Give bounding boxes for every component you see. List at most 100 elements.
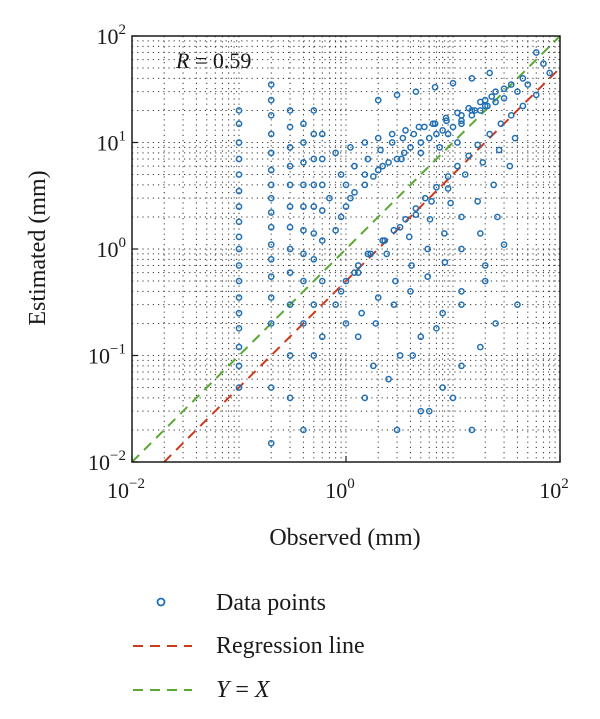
data-point <box>286 107 294 114</box>
data-point <box>267 111 275 119</box>
data-points-layer <box>235 49 553 447</box>
data-point <box>458 213 465 221</box>
data-point <box>524 81 532 88</box>
data-point <box>310 352 318 359</box>
data-point <box>235 139 243 146</box>
data-point <box>412 205 420 212</box>
data-point <box>468 107 476 114</box>
data-point <box>367 250 375 258</box>
data-point <box>449 79 457 87</box>
data-point <box>486 130 493 138</box>
data-point <box>399 134 407 142</box>
y-tick-exponent: 1 <box>119 129 127 145</box>
data-point <box>476 107 484 114</box>
data-point <box>286 144 294 151</box>
data-point <box>342 181 350 189</box>
data-point <box>500 94 508 102</box>
data-point <box>379 162 386 170</box>
data-point <box>300 159 307 166</box>
data-point <box>286 223 294 231</box>
data-point <box>433 183 440 191</box>
data-point <box>429 120 437 128</box>
data-point <box>286 181 294 189</box>
data-point <box>267 149 275 157</box>
data-point <box>267 294 275 301</box>
data-point <box>267 209 275 216</box>
x-tick-exponent: 0 <box>347 476 355 492</box>
data-point <box>426 215 434 223</box>
legend-label-regression-line: Regression line <box>216 633 365 659</box>
data-point <box>235 203 243 210</box>
data-point <box>449 123 457 131</box>
data-point <box>388 130 396 138</box>
data-point <box>300 139 307 146</box>
data-point <box>393 91 401 99</box>
data-point <box>396 223 404 231</box>
data-point <box>408 262 415 269</box>
data-point <box>347 194 354 202</box>
correlation-annotation: R = 0.59 <box>175 48 251 73</box>
data-point <box>310 181 318 189</box>
data-point <box>540 60 547 68</box>
data-point <box>407 288 414 295</box>
data-point <box>441 258 449 266</box>
legend-label-y-equals-x: Y = X <box>216 677 271 703</box>
data-point <box>286 352 294 359</box>
data-point <box>374 134 382 142</box>
data-point <box>519 102 527 110</box>
y-tick-exponent: −2 <box>110 448 126 464</box>
data-point <box>347 144 354 151</box>
data-point <box>286 245 294 253</box>
x-tick-label: 100 <box>325 476 355 503</box>
legend-label-equals: = <box>229 677 255 703</box>
data-point <box>361 139 369 146</box>
data-point <box>235 277 243 285</box>
data-point <box>428 198 435 205</box>
data-point <box>267 81 275 88</box>
x-tick-base: 10 <box>539 478 561 503</box>
data-point <box>488 93 496 100</box>
data-point <box>507 81 515 88</box>
data-point <box>361 171 369 178</box>
data-point <box>235 294 243 301</box>
data-point <box>417 139 425 146</box>
data-point <box>332 226 339 234</box>
data-point <box>310 107 318 114</box>
data-point <box>468 426 476 434</box>
data-point <box>337 213 345 221</box>
y-axis-title: Estimated (mm) <box>25 170 51 325</box>
data-point <box>514 301 521 309</box>
data-point <box>300 203 307 210</box>
correlation-value: = 0.59 <box>189 48 251 73</box>
data-point <box>393 155 401 163</box>
data-point <box>300 426 307 434</box>
data-point <box>417 333 425 341</box>
legend-marker-data-points <box>156 597 166 607</box>
data-point <box>474 198 482 205</box>
data-point <box>402 215 409 223</box>
data-point <box>497 120 505 128</box>
data-point <box>476 343 484 351</box>
data-point <box>235 262 243 269</box>
data-point <box>449 394 457 402</box>
data-point <box>332 301 339 309</box>
data-point <box>267 96 275 104</box>
legend-label-y-var: Y <box>216 677 232 703</box>
data-point <box>390 226 398 234</box>
data-point <box>481 262 489 269</box>
legend-label-x-var: X <box>254 677 271 703</box>
y-tick-base: 10 <box>88 344 110 369</box>
y-tick-label: 10−2 <box>88 448 126 475</box>
data-point <box>415 123 423 131</box>
data-point <box>442 114 450 122</box>
data-point <box>507 111 515 119</box>
data-point <box>300 320 307 327</box>
data-point <box>235 171 243 178</box>
data-point <box>235 187 243 195</box>
data-point <box>417 407 425 415</box>
data-point <box>385 375 392 383</box>
data-point <box>318 277 326 285</box>
data-point <box>393 426 401 434</box>
